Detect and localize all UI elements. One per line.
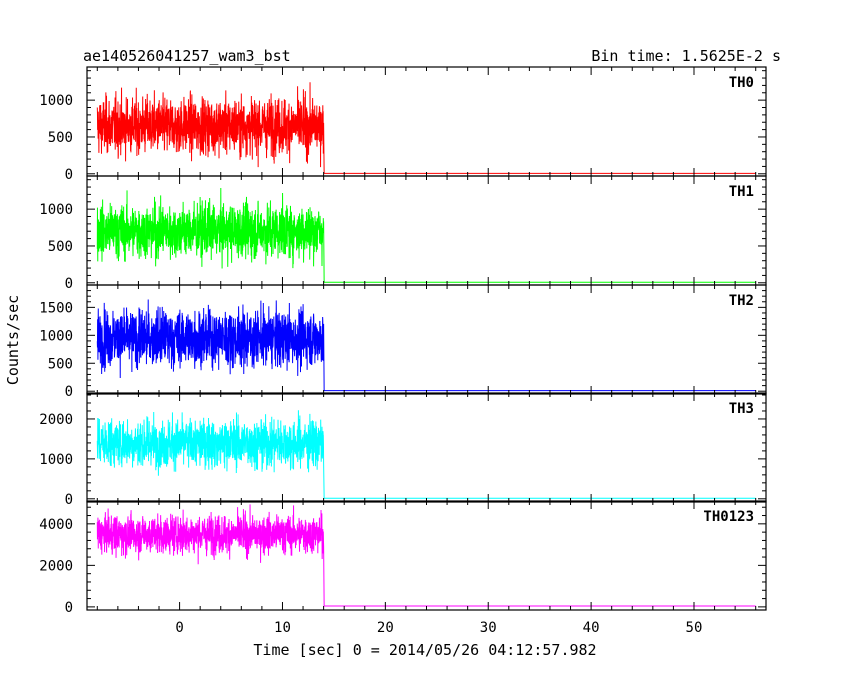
- y-tick-label: 500: [48, 130, 73, 146]
- y-tick-label: 2000: [39, 412, 73, 428]
- panel-th3: 0 1000 2000 TH3: [39, 392, 767, 508]
- x-axis-label: Time [sec] 0 = 2014/05/26 04:12:57.982: [253, 641, 596, 659]
- x-tick-label: 40: [583, 620, 600, 636]
- y-tick-label: 0: [65, 384, 73, 400]
- series-line-th0: [96, 82, 756, 174]
- panel-th0: 0 500 1000 TH0: [39, 66, 767, 183]
- y-tick-label: 0: [65, 492, 73, 508]
- y-tick-label: 500: [48, 239, 73, 255]
- x-tick-label: 30: [480, 620, 497, 636]
- bin-time-label: Bin time: 1.5625E-2 s: [591, 47, 781, 65]
- x-tick-label: 10: [274, 620, 291, 636]
- panel-name-label: TH0: [729, 75, 754, 91]
- x-tick-label: 20: [377, 620, 394, 636]
- series-line-th0123: [96, 504, 756, 607]
- panel-name-label: TH0123: [703, 509, 754, 525]
- chart-title: ae140526041257_wam3_bst: [83, 47, 291, 65]
- y-axis-label: Counts/sec: [4, 295, 22, 385]
- y-tick-label: 1000: [39, 202, 73, 218]
- panel-frame: [86, 500, 767, 611]
- y-tick-label: 0: [65, 600, 73, 616]
- y-tick-label: 1500: [39, 300, 73, 316]
- panel-name-label: TH3: [729, 401, 754, 417]
- y-tick-label: 500: [48, 356, 73, 372]
- x-tick-label: 50: [686, 620, 703, 636]
- panel-th1: 0 500 1000 TH1: [39, 175, 767, 292]
- y-tick-label: 1000: [39, 328, 73, 344]
- panel-name-label: TH1: [729, 184, 754, 200]
- panel-th2: 0 500 1000 1500 TH2: [39, 284, 767, 400]
- x-tick-label: 0: [175, 620, 183, 636]
- y-tick-label: 0: [65, 276, 73, 292]
- series-line-th3: [96, 410, 756, 499]
- y-tick-label: 1000: [39, 93, 73, 109]
- panel-th0123: 0 2000 4000 TH0123: [39, 500, 767, 616]
- y-tick-label: 0: [65, 167, 73, 183]
- series-line-th1: [96, 188, 756, 283]
- y-tick-label: 4000: [39, 517, 73, 533]
- y-tick-label: 1000: [39, 452, 73, 468]
- series-line-th2: [96, 299, 756, 392]
- panel-name-label: TH2: [729, 293, 754, 309]
- y-tick-label: 2000: [39, 558, 73, 574]
